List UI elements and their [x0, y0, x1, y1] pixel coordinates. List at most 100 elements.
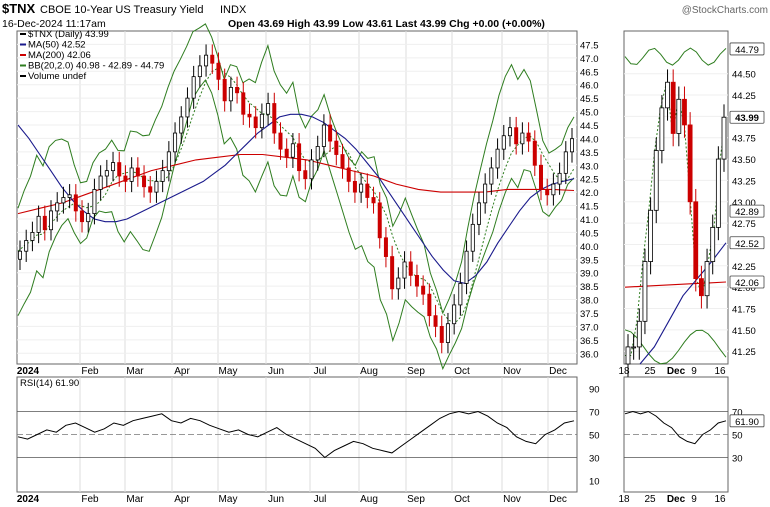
y-tick-label: 40.0 — [580, 242, 599, 253]
candle-body — [557, 172, 562, 185]
rsi-zoom-tick-label: 70 — [732, 408, 743, 419]
zoom-candle-body — [687, 124, 693, 203]
y-tick-label: 43.5 — [580, 148, 599, 159]
y-tick-label: 41.5 — [580, 202, 599, 213]
y-tick-label: 44.5 — [580, 121, 599, 132]
legend-entry: BB(20,2.0) 40.98 - 42.89 - 44.79 — [28, 61, 164, 72]
rsi-zoom-tick-label: 50 — [732, 431, 743, 442]
candle-body — [142, 175, 147, 188]
rsi-zoom-x-label: Dec — [667, 494, 686, 505]
price-badge-label: 44.79 — [735, 45, 759, 56]
rsi-x-month-label: Apr — [174, 494, 190, 505]
rsi-x-month-label: May — [219, 494, 238, 505]
price-badge — [729, 110, 765, 124]
candle-body — [148, 186, 153, 193]
y-tick-label: 44.0 — [580, 134, 599, 145]
candle-body — [365, 183, 370, 198]
zoom-candle-body — [670, 81, 676, 134]
candle-body — [210, 54, 215, 64]
candle-body — [111, 162, 116, 172]
candle-body — [24, 240, 29, 252]
zoom-y-tick-label: 42.25 — [732, 262, 756, 273]
rsi-y-tick-label: 10 — [589, 477, 600, 488]
y-tick-label: 45.0 — [580, 108, 599, 119]
candle-body — [421, 285, 426, 295]
zoom-y-tick-label: 41.25 — [732, 347, 756, 358]
zoom-candle-body — [699, 278, 704, 297]
bb-upper-band — [17, 23, 575, 315]
candle-body — [55, 202, 60, 212]
rsi-line — [17, 410, 575, 459]
rsi-y-tick-label: 30 — [589, 454, 600, 465]
candle-body — [235, 86, 240, 94]
candle-body — [563, 151, 568, 174]
rsi-x-month-label: Aug — [360, 494, 378, 505]
candle-body — [371, 197, 376, 204]
candle-body — [514, 127, 519, 145]
zoom-y-tick-label: 44.50 — [732, 70, 756, 81]
zoom-x-label: 18 — [618, 366, 630, 377]
candle-body — [266, 103, 271, 115]
rsi-zoom-panel — [623, 376, 729, 493]
x-month-label: Mar — [126, 366, 144, 377]
candle-body — [340, 154, 345, 169]
candle-body — [458, 283, 463, 306]
candle-body — [123, 175, 128, 182]
candle-body — [470, 223, 475, 252]
x-month-label: Sep — [407, 366, 425, 377]
x-month-label: Dec — [549, 366, 567, 377]
zoom-candle-body — [704, 261, 710, 297]
candle-body — [321, 124, 326, 147]
y-tick-label: 45.5 — [580, 94, 599, 105]
price-badge-label: 42.52 — [735, 239, 759, 250]
zoom-candle-body — [715, 158, 721, 228]
candle-body — [445, 323, 450, 343]
y-tick-label: 37.0 — [580, 322, 599, 333]
zoom-y-tick-label: 43.25 — [732, 176, 756, 187]
candle-body — [464, 250, 469, 284]
y-tick-label: 36.0 — [580, 349, 599, 360]
candle-body — [507, 127, 512, 137]
candle-body — [129, 167, 134, 182]
x-month-label: Jul — [314, 366, 327, 377]
zoom-candle-body — [653, 150, 659, 211]
rsi-zoom-x-label: 18 — [618, 494, 630, 505]
legend-entry: MA(200) 42.06 — [28, 50, 91, 61]
zoom-candle-body — [676, 98, 682, 134]
candle-body — [309, 159, 314, 180]
candle-body — [228, 86, 233, 102]
zoom-candle-body — [636, 320, 642, 348]
zoom-bb-lower — [624, 329, 727, 365]
candle-body — [352, 180, 357, 193]
rsi-x-month-label: Sep — [407, 494, 425, 505]
ma50-line — [17, 113, 575, 284]
candle-body — [545, 189, 550, 196]
candle-body — [346, 167, 351, 182]
price-badge-label: 43.99 — [735, 113, 759, 124]
rsi-badge-label: 61.90 — [735, 417, 759, 428]
candle-body — [439, 326, 444, 343]
y-tick-label: 47.0 — [580, 54, 599, 65]
zoom-candle-body — [642, 261, 648, 322]
candle-body — [334, 140, 339, 155]
candle-body — [433, 315, 438, 327]
candle-body — [117, 162, 122, 177]
zoom-candle-body — [625, 346, 631, 365]
exchange-label: INDX — [220, 4, 247, 16]
x-month-label: Aug — [360, 366, 378, 377]
zoom-candle-body — [659, 107, 665, 151]
zoom-y-tick-label: 41.75 — [732, 305, 756, 316]
candle-body — [501, 135, 506, 150]
price-badge — [729, 275, 765, 289]
y-tick-label: 41.0 — [580, 215, 599, 226]
zoom-x-label: 25 — [644, 366, 656, 377]
y-tick-label: 39.0 — [580, 269, 599, 280]
zoom-y-tick-label: 41.50 — [732, 326, 756, 337]
candle-body — [154, 180, 159, 193]
candle-body — [241, 92, 246, 115]
zoom-x-label: 16 — [714, 366, 726, 377]
legend-entry: Volume undef — [28, 71, 86, 82]
y-tick-label: 46.5 — [580, 67, 599, 78]
candle-body — [408, 261, 413, 276]
